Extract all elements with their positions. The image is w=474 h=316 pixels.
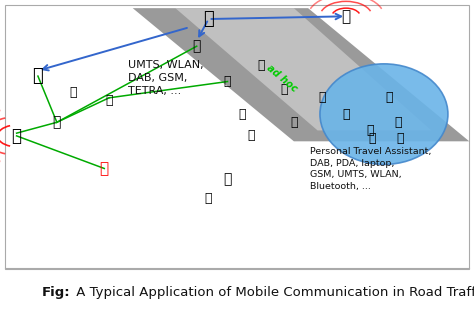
- Text: 🚗: 🚗: [100, 161, 109, 176]
- Text: Fig:: Fig:: [42, 287, 70, 300]
- Text: 🚗: 🚗: [257, 59, 264, 72]
- Text: A Typical Application of Mobile Communication in Road Traffic: A Typical Application of Mobile Communic…: [72, 287, 474, 300]
- Text: 💻: 💻: [394, 116, 402, 129]
- Text: 🖥: 🖥: [53, 115, 61, 129]
- Polygon shape: [133, 8, 469, 141]
- Text: 📡: 📡: [33, 67, 43, 85]
- Text: 🖥: 🖥: [192, 39, 201, 53]
- Text: 🚗: 🚗: [205, 192, 212, 205]
- Polygon shape: [175, 8, 431, 131]
- Text: 🛰: 🛰: [203, 10, 214, 28]
- Text: 📶: 📶: [341, 9, 351, 24]
- Text: 🚗: 🚗: [319, 91, 326, 104]
- Ellipse shape: [320, 64, 448, 164]
- Text: ad hoc: ad hoc: [265, 63, 299, 94]
- Text: 🖨: 🖨: [105, 94, 113, 107]
- Text: 💻: 💻: [366, 124, 374, 137]
- Text: 🗄: 🗄: [70, 86, 77, 99]
- Text: 📱: 📱: [368, 132, 376, 145]
- Text: 💻: 💻: [342, 108, 350, 121]
- Text: 🚗: 🚗: [223, 172, 232, 186]
- Text: 📱: 📱: [397, 132, 404, 145]
- Text: 🚗: 🚗: [224, 75, 231, 88]
- Text: 🚗: 🚗: [281, 83, 288, 96]
- Text: 🚗: 🚗: [238, 108, 246, 121]
- Text: 🚑: 🚑: [247, 129, 255, 143]
- Text: 📶: 📶: [11, 127, 22, 145]
- Text: 🚗: 🚗: [290, 116, 298, 129]
- Text: 💻: 💻: [385, 91, 392, 104]
- Text: UMTS, WLAN,
DAB, GSM,
TETRA, ...: UMTS, WLAN, DAB, GSM, TETRA, ...: [128, 60, 204, 96]
- Text: Personal Travel Assistant,
DAB, PDA, laptop,
GSM, UMTS, WLAN,
Bluetooth, ...: Personal Travel Assistant, DAB, PDA, lap…: [310, 147, 432, 191]
